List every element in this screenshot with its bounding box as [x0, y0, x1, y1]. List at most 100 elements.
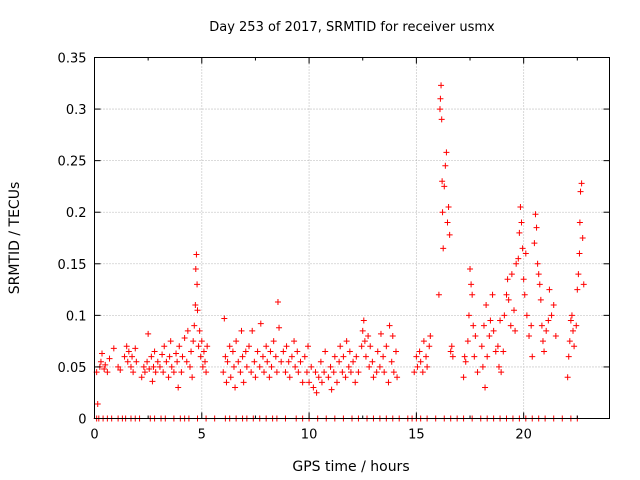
data-point — [492, 348, 499, 355]
data-point — [295, 369, 302, 376]
data-point — [248, 369, 255, 376]
data-point — [306, 379, 313, 386]
data-point — [148, 353, 155, 360]
data-point — [167, 338, 174, 345]
data-point — [571, 343, 578, 350]
data-point — [192, 265, 199, 272]
data-point — [273, 369, 280, 376]
data-point — [239, 353, 246, 360]
data-point — [264, 358, 271, 365]
data-point — [249, 327, 256, 334]
data-point — [301, 353, 308, 360]
data-point — [246, 343, 252, 350]
data-point — [570, 327, 577, 334]
y-tick-label: 0.25 — [58, 155, 87, 170]
data-point — [413, 353, 420, 360]
data-point — [270, 338, 277, 345]
data-point — [99, 350, 106, 357]
y-tick-label: 0.1 — [66, 309, 87, 324]
data-point — [507, 322, 514, 329]
data-point — [449, 353, 456, 360]
data-point — [439, 209, 446, 216]
data-point — [419, 369, 426, 376]
data-point — [194, 281, 201, 288]
data-point — [377, 330, 384, 337]
data-point — [263, 343, 270, 350]
data-point — [417, 358, 424, 365]
data-point — [511, 307, 518, 314]
data-point — [313, 389, 320, 396]
data-point — [439, 178, 446, 185]
data-point — [516, 229, 523, 236]
data-point — [195, 343, 202, 350]
data-point — [333, 379, 340, 386]
data-point — [318, 379, 325, 386]
data-point — [161, 343, 168, 350]
data-point — [484, 353, 491, 360]
data-point — [539, 338, 546, 345]
data-point — [548, 312, 555, 319]
data-point — [533, 224, 540, 231]
data-point — [159, 351, 166, 358]
data-point — [166, 353, 173, 360]
y-tick-label: 0.05 — [58, 361, 87, 376]
data-point — [580, 281, 587, 288]
data-point — [358, 343, 365, 350]
data-point — [383, 343, 390, 350]
data-point — [149, 378, 156, 385]
data-point — [286, 374, 293, 381]
data-point — [150, 363, 157, 370]
data-point — [268, 363, 275, 370]
data-point — [106, 355, 113, 362]
data-point — [133, 358, 140, 365]
data-point — [259, 353, 266, 360]
data-point — [261, 369, 268, 376]
data-point — [373, 369, 380, 376]
data-point — [339, 369, 346, 376]
data-point — [186, 363, 193, 370]
data-point — [101, 365, 108, 372]
data-point — [414, 363, 421, 370]
data-point — [461, 353, 468, 360]
data-point — [189, 374, 196, 381]
data-point — [294, 348, 301, 355]
data-point — [252, 374, 259, 381]
data-point — [184, 327, 191, 334]
data-point — [443, 149, 450, 156]
data-point — [129, 353, 136, 360]
data-point — [222, 353, 229, 360]
data-point — [163, 358, 170, 365]
data-point — [192, 302, 199, 309]
data-point — [138, 374, 145, 381]
data-point — [420, 338, 427, 345]
data-point — [183, 358, 190, 365]
data-point — [110, 345, 117, 352]
data-point — [424, 363, 431, 370]
data-point — [574, 286, 581, 293]
data-point — [283, 343, 290, 350]
data-point — [343, 338, 350, 345]
data-point — [462, 358, 469, 365]
data-point — [267, 348, 274, 355]
data-point — [576, 250, 583, 257]
data-point — [460, 374, 467, 381]
data-point — [479, 363, 486, 370]
data-point — [121, 353, 128, 360]
data-point — [160, 369, 167, 376]
data-point — [435, 291, 442, 298]
data-point — [564, 374, 571, 381]
data-point — [125, 348, 132, 355]
data-point — [366, 363, 373, 370]
data-point — [565, 353, 572, 360]
data-point — [465, 312, 472, 319]
data-point — [385, 379, 392, 386]
data-point — [468, 281, 475, 288]
data-point — [579, 235, 586, 241]
data-point — [386, 322, 393, 329]
data-point — [446, 231, 453, 238]
data-point — [392, 348, 399, 355]
data-point — [447, 348, 454, 355]
data-point — [276, 324, 283, 331]
data-point — [221, 315, 228, 322]
data-point — [536, 281, 543, 288]
